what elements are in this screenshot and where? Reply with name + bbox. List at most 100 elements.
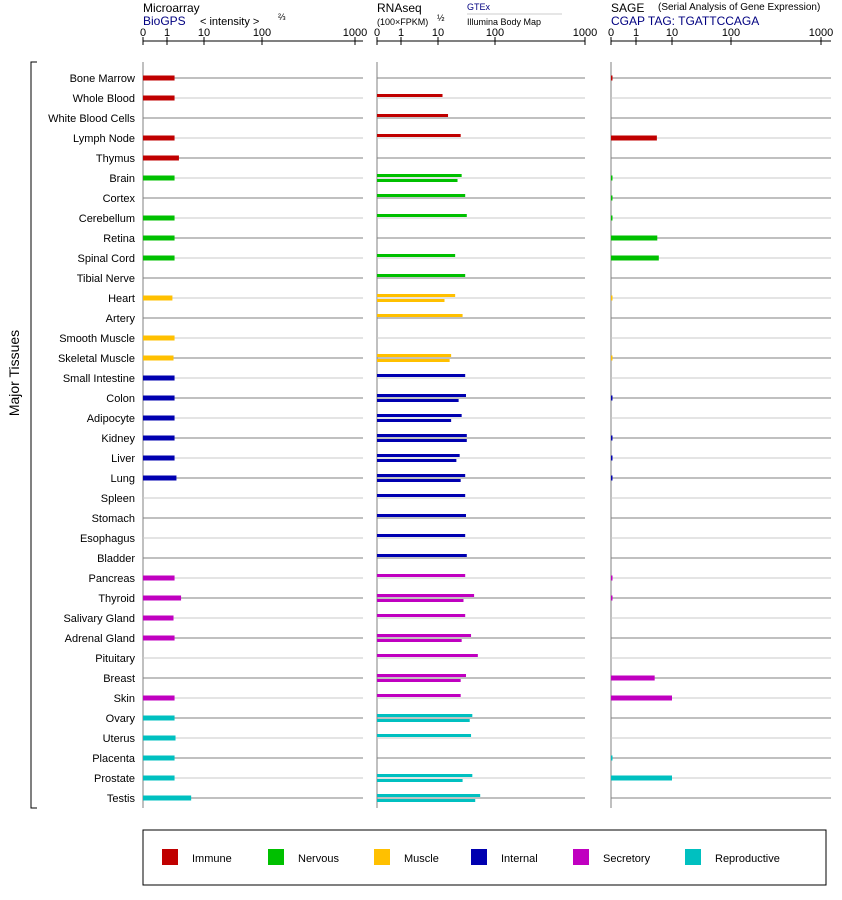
bar bbox=[143, 175, 175, 181]
bar bbox=[143, 635, 175, 641]
bar bbox=[377, 514, 467, 517]
tissue-label: Spinal Cord bbox=[78, 253, 135, 265]
tissue-label: Thyroid bbox=[98, 593, 135, 605]
bar bbox=[143, 415, 175, 421]
bar bbox=[143, 335, 175, 341]
bar bbox=[377, 314, 463, 317]
bar bbox=[611, 135, 657, 141]
x-tick-label: 100 bbox=[253, 27, 271, 39]
x-tick-label: 1000 bbox=[809, 27, 833, 39]
tissue-label: Pancreas bbox=[89, 573, 136, 585]
bar bbox=[611, 675, 655, 681]
tissue-label: Tibial Nerve bbox=[77, 273, 135, 285]
bar bbox=[143, 795, 192, 801]
bar bbox=[377, 554, 467, 557]
bar bbox=[377, 454, 460, 457]
tissue-label: Liver bbox=[111, 453, 135, 465]
bar bbox=[377, 439, 467, 442]
legend-swatch bbox=[162, 849, 178, 865]
y-axis-bracket bbox=[30, 61, 37, 809]
bar bbox=[611, 235, 658, 241]
legend-label: Muscle bbox=[404, 853, 439, 865]
tissue-label: Esophagus bbox=[80, 533, 136, 545]
tissue-label: Lung bbox=[111, 473, 135, 485]
tissue-label: Cortex bbox=[103, 193, 136, 205]
bar bbox=[611, 295, 613, 301]
source-label-gtex: GTEx bbox=[467, 2, 491, 12]
tissue-label: Testis bbox=[107, 793, 136, 805]
panel-title: SAGE bbox=[611, 1, 644, 15]
legend: Immune Nervous Muscle Internal Secretory Repr… bbox=[142, 829, 827, 886]
bar bbox=[611, 695, 672, 701]
bar bbox=[377, 414, 462, 417]
tissue-label: Pituitary bbox=[95, 653, 135, 665]
bar bbox=[611, 475, 613, 481]
bar bbox=[143, 755, 175, 761]
legend-swatch bbox=[268, 849, 284, 865]
bar bbox=[611, 455, 613, 461]
tissue-label: Skeletal Muscle bbox=[58, 353, 135, 365]
bar bbox=[611, 575, 613, 581]
bar bbox=[377, 374, 466, 377]
tissue-label: Adrenal Gland bbox=[65, 633, 135, 645]
bar bbox=[143, 155, 179, 161]
bar bbox=[611, 75, 613, 81]
source-label-illumina: Illumina Body Map bbox=[467, 17, 541, 27]
x-tick-label: 0 bbox=[374, 27, 380, 39]
bar bbox=[143, 615, 174, 621]
tissue-labels: Bone Marrow Whole Blood White Blood Cells L… bbox=[48, 73, 136, 805]
bar bbox=[377, 574, 466, 577]
x-tick-label: 1 bbox=[164, 27, 170, 39]
bar bbox=[377, 639, 462, 642]
legend-swatch bbox=[573, 849, 589, 865]
bar bbox=[611, 435, 613, 441]
bar bbox=[377, 479, 461, 482]
scale-exponent: ½ bbox=[437, 13, 445, 23]
bar bbox=[377, 779, 463, 782]
panel-subtitle: BioGPS bbox=[143, 14, 186, 28]
tissue-label: Stomach bbox=[92, 513, 135, 525]
x-tick-label: 100 bbox=[486, 27, 504, 39]
scale-note: < intensity > bbox=[200, 16, 259, 28]
bar bbox=[611, 355, 613, 361]
scale-exponent: ⅔ bbox=[278, 12, 286, 22]
bar bbox=[377, 654, 478, 657]
legend-swatch bbox=[685, 849, 701, 865]
tissue-label: Salivary Gland bbox=[63, 613, 135, 625]
bar bbox=[143, 695, 175, 701]
tissue-label: White Blood Cells bbox=[48, 113, 135, 125]
tissue-label: Kidney bbox=[101, 433, 135, 445]
tissue-label: Adipocyte bbox=[87, 413, 135, 425]
tissue-label: Uterus bbox=[103, 733, 136, 745]
panel-subtitle: (100×FPKM) bbox=[377, 17, 428, 27]
tissue-label: Heart bbox=[108, 293, 135, 305]
y-axis-label: Major Tissues bbox=[6, 330, 22, 416]
x-tick-label: 0 bbox=[140, 27, 146, 39]
bar bbox=[143, 135, 175, 141]
bar bbox=[377, 774, 473, 777]
x-tick-label: 10 bbox=[432, 27, 444, 39]
x-tick-label: 1000 bbox=[573, 27, 597, 39]
bar bbox=[377, 359, 450, 362]
bar bbox=[377, 434, 467, 437]
panel-subtitle: CGAP TAG: TGATTCCAGA bbox=[611, 14, 759, 28]
tissue-label: Colon bbox=[106, 393, 135, 405]
bar bbox=[377, 114, 449, 117]
x-tick-label: 10 bbox=[198, 27, 210, 39]
tissue-label: Bone Marrow bbox=[70, 73, 135, 85]
bar bbox=[611, 595, 613, 601]
tissue-label: Skin bbox=[114, 693, 135, 705]
x-tick-label: 1000 bbox=[343, 27, 367, 39]
bar bbox=[611, 255, 659, 261]
bar bbox=[377, 679, 461, 682]
bar bbox=[377, 674, 467, 677]
bar bbox=[377, 799, 476, 802]
bar bbox=[143, 355, 174, 361]
bar bbox=[377, 614, 466, 617]
bar bbox=[143, 435, 175, 441]
panel-sage: SAGE (Serial Analysis of Gene Expression)… bbox=[608, 1, 833, 808]
bar bbox=[377, 399, 459, 402]
legend-label: Reproductive bbox=[715, 853, 780, 865]
panel-rnaseq: RNAseq (100×FPKM) ½ GTEx Illumina Body Map 0 1… bbox=[374, 1, 597, 808]
scale-note: (Serial Analysis of Gene Expression) bbox=[658, 2, 820, 13]
